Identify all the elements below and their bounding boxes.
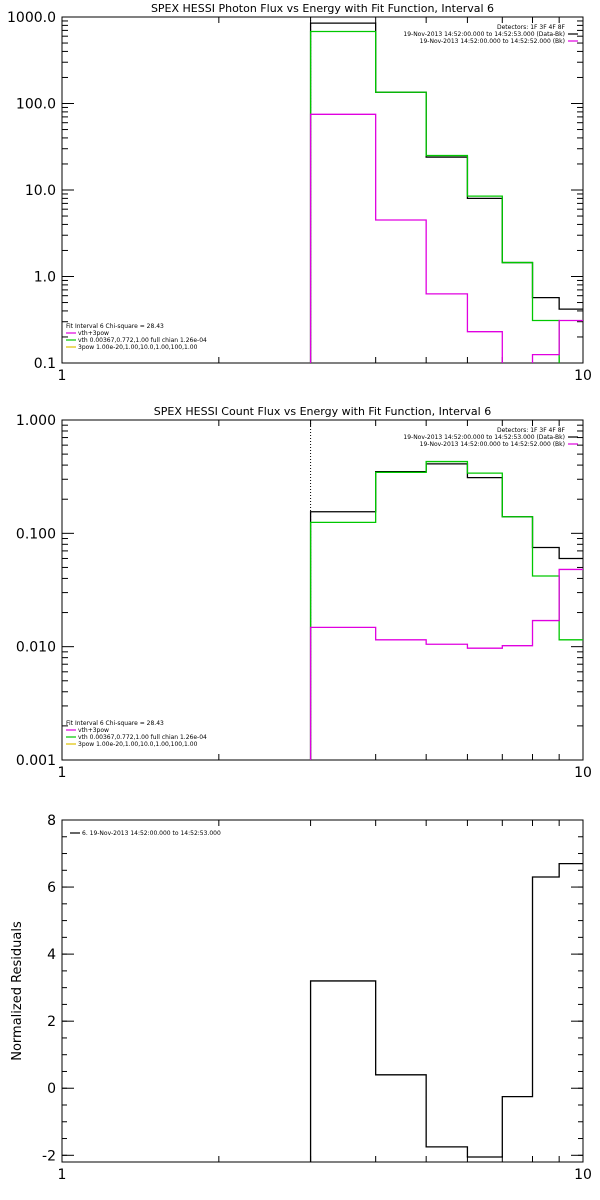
plot-frame [61,16,584,364]
legend-entry: vth 0.00367,0.772,1.00 full chian 1.26e-… [78,337,207,344]
plot-frame [61,419,584,761]
x-tick-label: 1 [58,765,67,781]
x-tick-label: 1 [58,1167,67,1183]
chart-panel-3: 1 10 -2 0 2 4 6 8 Normalized Residuals 6. 19-Nov-… [10,813,592,1183]
y-tick-label: 1.000 [16,413,56,429]
series-1-line [309,22,583,363]
x-tick-label: 10 [574,765,592,781]
y-axis-label: Normalized Residuals [10,921,25,1061]
y-tick-label: 1.0 [34,270,56,286]
plot-frame [61,819,584,1163]
chart-title: SPEX HESSI Photon Flux vs Energy with Fi… [151,2,494,15]
series-2-line [309,30,560,363]
y-tick-label: -2 [42,1148,56,1164]
chart-panel-2: 1 10 0.001 0.010 0.100 1.000 SPEX HESSI Count … [16,405,592,781]
y-tick-label: 8 [47,813,56,829]
legend-bottom-left: Fit Interval 6 Chi-square = 28.43vth+3po… [66,323,207,351]
y-tick-label: 10.0 [25,183,56,199]
legend-entry: vth+3pow [78,330,109,337]
x-tick-label: 1 [58,368,67,384]
y-tick-label: 2 [47,1014,56,1030]
y-tick-label: 100.0 [16,97,56,113]
legend-entry: vth+3pow [78,727,109,734]
y-tick-label: 0.100 [16,526,56,542]
legend-entry: 19-Nov-2013 14:52:00.000 to 14:52:53.000… [403,31,565,38]
legend-top-left: 6. 19-Nov-2013 14:52:00.000 to 14:52:53.… [70,830,221,837]
legend-entry: 19-Nov-2013 14:52:00.000 to 14:52:52.000… [420,441,565,448]
series-3-line [309,113,583,363]
series-2-line [309,460,583,760]
legend-entry: 3pow 1.00e-20,1.00,10.0,1.00,100,1.00 [78,344,198,351]
legend-entry: Fit Interval 6 Chi-square = 28.43 [66,720,164,727]
y-tick-label: 1000.0 [7,10,56,26]
legend-entry: 6. 19-Nov-2013 14:52:00.000 to 14:52:53.… [82,830,221,837]
legend-entry: Detectors: 1F 3F 4F 8F [497,24,566,31]
y-tick-label: 0.010 [16,640,56,656]
legend-entry: 19-Nov-2013 14:52:00.000 to 14:52:53.000… [403,434,565,441]
legend-entry: 3pow 1.00e-20,1.00,10.0,1.00,100,1.00 [78,741,198,748]
series-1-line [309,862,583,1162]
legend-entry: 19-Nov-2013 14:52:00.000 to 14:52:52.000… [420,38,565,45]
x-tick-label: 10 [574,1167,592,1183]
y-tick-label: 4 [47,947,56,963]
y-tick-label: 6 [47,880,56,896]
series-3-line [309,568,583,760]
chart-panel-1: 1 10 0.1 1.0 10.0 100.0 1000.0 SPEX HESSI Photo… [7,2,592,384]
series-1-line [309,463,583,760]
chart-title: SPEX HESSI Count Flux vs Energy with Fit… [154,405,491,418]
y-tick-label: 0.1 [34,356,56,372]
legend-entry: Detectors: 1F 3F 4F 8F [497,427,566,434]
legend-entry: Fit Interval 6 Chi-square = 28.43 [66,323,164,330]
legend-entry: vth 0.00367,0.772,1.00 full chian 1.26e-… [78,734,207,741]
x-tick-label: 10 [574,368,592,384]
y-tick-label: 0.001 [16,753,56,769]
y-tick-label: 0 [47,1081,56,1097]
legend-bottom-left: Fit Interval 6 Chi-square = 28.43vth+3po… [66,720,207,748]
